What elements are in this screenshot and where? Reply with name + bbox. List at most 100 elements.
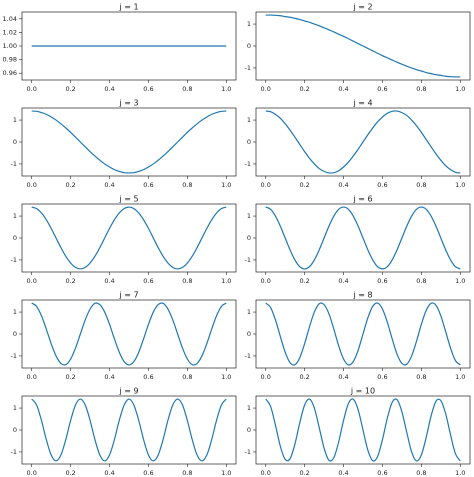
chart-title: j = 7 <box>118 291 138 300</box>
chart-title: j = 5 <box>118 195 138 204</box>
x-tick-label: 0.8 <box>182 85 192 93</box>
y-tick-label: -1 <box>245 448 251 456</box>
x-tick-label: 0.4 <box>104 85 114 93</box>
x-tick-label: 0.4 <box>338 277 348 285</box>
axes-frame <box>255 11 471 81</box>
y-tick-label: 0.96 <box>3 69 17 77</box>
line-series <box>265 14 461 78</box>
axes-frame <box>255 203 471 273</box>
y-tick-label: 1 <box>247 212 251 220</box>
y-tick-label: 0 <box>247 42 251 50</box>
x-tick-label: 0.4 <box>338 469 348 477</box>
y-tick-label: -1 <box>245 160 251 168</box>
chart-title: j = 3 <box>118 99 138 108</box>
x-tick-label: 0.2 <box>299 85 309 93</box>
x-tick-label: 0.0 <box>27 181 37 189</box>
x-tick-label: 0.0 <box>27 373 37 381</box>
y-tick-label: 1.04 <box>3 15 17 23</box>
line-series <box>265 206 461 270</box>
x-tick-label: 0.0 <box>27 469 37 477</box>
x-tick-label: 1.0 <box>455 373 465 381</box>
x-tick-label: 0.8 <box>182 469 192 477</box>
y-tick-label: 1.00 <box>3 42 17 50</box>
y-tick-label: -1 <box>11 160 17 168</box>
x-tick-label: 0.4 <box>104 469 114 477</box>
chart-title: j = 8 <box>352 291 372 300</box>
x-tick-label: 0.2 <box>299 469 309 477</box>
x-tick-label: 0.6 <box>143 469 153 477</box>
y-tick-label: -1 <box>245 256 251 264</box>
x-tick-label: 0.8 <box>416 277 426 285</box>
axes-frame <box>21 203 237 273</box>
y-tick-label: -1 <box>245 64 251 72</box>
x-tick-label: 0.4 <box>338 373 348 381</box>
x-tick-label: 0.8 <box>416 469 426 477</box>
y-tick-label: 1 <box>247 116 251 124</box>
x-tick-label: 1.0 <box>221 277 231 285</box>
line-series <box>31 110 227 174</box>
line-series <box>31 398 227 462</box>
y-tick-label: 1 <box>247 404 251 412</box>
axes-frame <box>255 299 471 369</box>
y-tick-label: 1 <box>247 308 251 316</box>
x-tick-label: 0.8 <box>416 181 426 189</box>
x-tick-label: 0.2 <box>65 181 75 189</box>
line-series <box>265 110 461 174</box>
y-tick-label: 0 <box>247 234 251 242</box>
axes-frame <box>255 107 471 177</box>
x-tick-label: 0.4 <box>104 181 114 189</box>
y-tick-label: 0 <box>247 426 251 434</box>
chart-title: j = 9 <box>118 387 138 396</box>
x-tick-label: 0.2 <box>299 181 309 189</box>
x-tick-label: 0.6 <box>143 373 153 381</box>
y-tick-label: 0 <box>13 138 17 146</box>
x-tick-label: 1.0 <box>455 85 465 93</box>
y-tick-label: 1 <box>247 20 251 28</box>
x-tick-label: 0.6 <box>143 85 153 93</box>
axes-frame <box>21 395 237 465</box>
axes-frame <box>255 395 471 465</box>
y-tick-label: 0 <box>13 234 17 242</box>
x-tick-label: 0.8 <box>416 85 426 93</box>
x-tick-label: 0.6 <box>377 469 387 477</box>
y-tick-label: 1 <box>13 212 17 220</box>
x-tick-label: 1.0 <box>455 277 465 285</box>
x-tick-label: 0.6 <box>143 277 153 285</box>
y-tick-label: 0 <box>13 426 17 434</box>
chart-title: j = 6 <box>352 195 372 204</box>
x-tick-label: 1.0 <box>221 373 231 381</box>
chart-title: j = 4 <box>352 99 372 108</box>
x-tick-label: 0.6 <box>377 373 387 381</box>
y-tick-label: 1 <box>13 308 17 316</box>
x-tick-label: 0.0 <box>261 469 271 477</box>
x-tick-label: 0.8 <box>182 373 192 381</box>
y-tick-label: 1 <box>13 404 17 412</box>
y-tick-label: 0.98 <box>3 56 17 64</box>
y-tick-label: -1 <box>11 448 17 456</box>
chart-title: j = 2 <box>352 3 372 12</box>
axes-frame <box>21 107 237 177</box>
chart-title: j = 1 <box>118 3 138 12</box>
x-tick-label: 0.0 <box>261 85 271 93</box>
x-tick-label: 1.0 <box>221 181 231 189</box>
x-tick-label: 0.4 <box>104 373 114 381</box>
line-series <box>265 302 461 366</box>
x-tick-label: 0.6 <box>377 85 387 93</box>
x-tick-label: 1.0 <box>221 469 231 477</box>
y-tick-label: 1 <box>13 116 17 124</box>
x-tick-label: 0.2 <box>65 277 75 285</box>
y-tick-label: 0 <box>247 330 251 338</box>
y-tick-label: -1 <box>11 352 17 360</box>
x-tick-label: 1.0 <box>455 181 465 189</box>
y-tick-label: 0 <box>13 330 17 338</box>
x-tick-label: 1.0 <box>455 469 465 477</box>
chart-title: j = 10 <box>350 387 375 396</box>
x-tick-label: 0.6 <box>143 181 153 189</box>
axes-frame <box>21 11 237 81</box>
x-tick-label: 0.0 <box>261 181 271 189</box>
x-tick-label: 0.0 <box>261 373 271 381</box>
x-tick-label: 0.6 <box>377 277 387 285</box>
x-tick-label: 0.8 <box>182 277 192 285</box>
y-tick-label: 1.02 <box>3 28 17 36</box>
